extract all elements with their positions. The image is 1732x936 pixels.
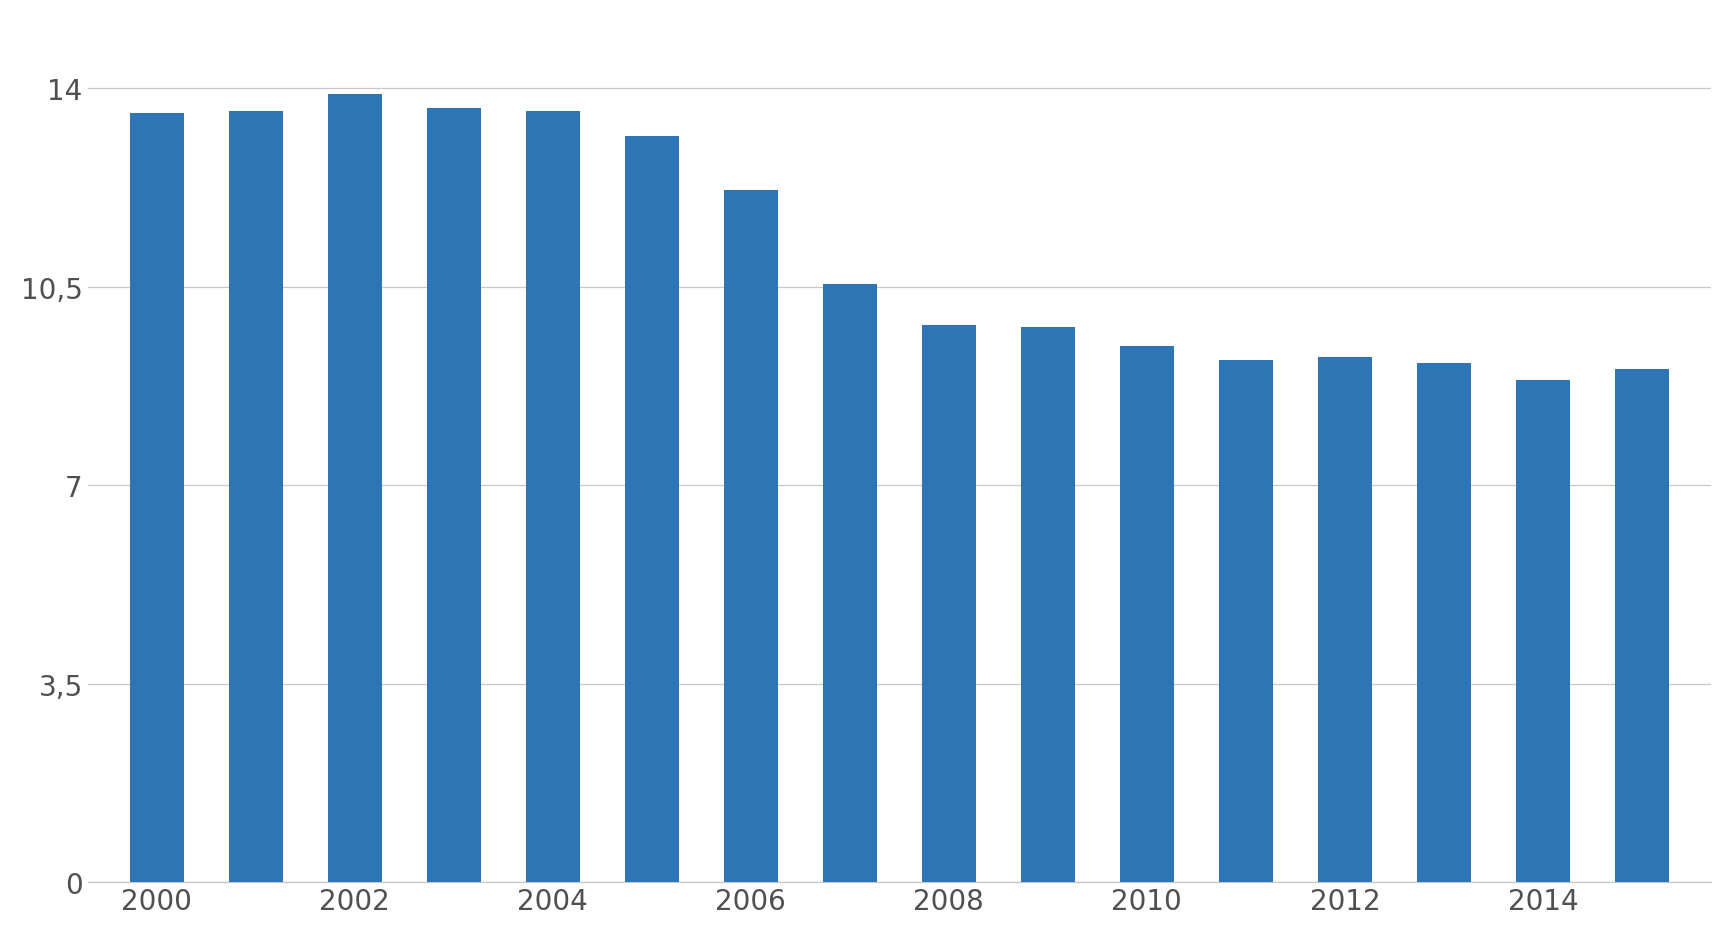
Bar	[724, 191, 778, 883]
Bar	[1318, 358, 1372, 883]
Bar	[130, 114, 184, 883]
Bar	[823, 285, 876, 883]
Bar	[525, 111, 580, 883]
Bar	[229, 111, 282, 883]
Bar	[1119, 346, 1174, 883]
Bar	[1219, 361, 1273, 883]
Bar	[625, 137, 679, 883]
Bar	[426, 109, 481, 883]
Bar	[1020, 328, 1076, 883]
Bar	[327, 95, 383, 883]
Bar	[1614, 370, 1670, 883]
Bar	[921, 326, 977, 883]
Bar	[1516, 381, 1571, 883]
Bar	[1417, 364, 1470, 883]
